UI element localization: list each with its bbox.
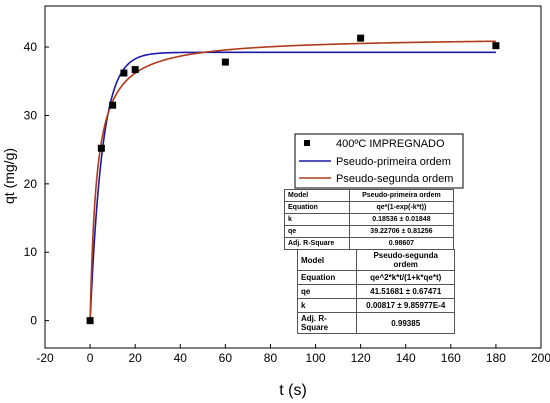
x-tick-label: 200	[531, 351, 550, 365]
y-tick-label: 10	[24, 245, 38, 259]
fit-table-key: k	[296, 298, 358, 313]
fit-table-value: Pseudo-segunda ordem	[356, 249, 455, 271]
data-point	[97, 144, 105, 152]
fit-table-pseudo-second-order: Model Pseudo-segunda ordem Equation qe^2…	[296, 249, 455, 334]
fit-table-row: Model Pseudo-segunda ordem	[296, 249, 455, 271]
x-tick-label: 60	[219, 351, 233, 365]
x-axis-ticks: -20 0 20 40 60 80 100 120 140 160 180 200	[36, 344, 550, 365]
fit-table-row: k 0.18536 ± 0.01848	[284, 213, 455, 226]
fit-table-row: Equation qe^2*k*t/(1+k*qe*t)	[296, 270, 455, 285]
x-tick-label: 40	[174, 351, 188, 365]
curve-pseudo-second-order	[89, 40, 496, 321]
y-tick-label: 20	[24, 177, 38, 191]
data-point	[492, 42, 500, 50]
data-point	[109, 101, 117, 109]
fit-table-value: qe*(1-exp(-k*t))	[348, 201, 455, 214]
data-point	[131, 66, 139, 74]
fit-table-key: k	[284, 213, 350, 226]
y-axis-ticks: 0 10 20 30 40	[24, 40, 49, 328]
x-tick-label: 100	[306, 351, 326, 365]
data-point	[357, 34, 365, 42]
data-points	[86, 34, 500, 325]
y-tick-label: 0	[30, 314, 37, 328]
x-tick-label: 180	[486, 351, 506, 365]
fit-table-value: 41.51681 ± 0.67471	[356, 284, 455, 299]
fit-table-value: 39.22706 ± 0.81256	[348, 225, 455, 238]
x-tick-label: 0	[87, 351, 94, 365]
fit-table-row: qe 39.22706 ± 0.81256	[284, 225, 455, 238]
legend-label-pfo: Pseudo-primeira ordem	[336, 156, 451, 168]
legend-marker-points	[304, 140, 310, 146]
fit-table-row: Adj. R-Square 0.98607	[284, 237, 455, 250]
x-tick-label: -20	[36, 351, 54, 365]
data-point	[221, 58, 229, 66]
x-tick-label: 160	[441, 351, 461, 365]
fit-curves	[89, 40, 496, 321]
curve-pseudo-first-order	[89, 51, 496, 321]
x-tick-label: 140	[396, 351, 416, 365]
x-tick-label: 80	[264, 351, 278, 365]
fit-table-row: Adj. R-Square 0.99385	[296, 312, 455, 334]
fit-table-value: 0.18536 ± 0.01848	[348, 213, 455, 226]
fit-table-key: qe	[284, 225, 350, 238]
fit-table-key: Adj. R-Square	[296, 312, 358, 334]
x-axis-label: t (s)	[279, 382, 307, 399]
fit-table-value: 0.99385	[356, 312, 455, 334]
x-tick-label: 20	[129, 351, 143, 365]
fit-table-key: Equation	[296, 270, 358, 285]
fit-table-pseudo-first-order: Model Pseudo-primeira ordem Equation qe*…	[284, 189, 455, 250]
plot-frame	[44, 5, 542, 349]
fit-table-key: Model	[284, 189, 350, 202]
fit-table-row: k 0.00817 ± 9.85977E-4	[296, 298, 455, 313]
data-point	[86, 317, 94, 325]
data-point	[120, 69, 128, 77]
fit-table-key: qe	[296, 284, 358, 299]
fit-table-row: qe 41.51681 ± 0.67471	[296, 284, 455, 299]
y-tick-label: 30	[24, 108, 38, 122]
x-tick-label: 120	[351, 351, 371, 365]
fit-table-value: Pseudo-primeira ordem	[348, 189, 455, 202]
fit-table-value: 0.00817 ± 9.85977E-4	[356, 298, 455, 313]
y-axis-label: qt (mg/g)	[1, 148, 17, 204]
fit-table-key: Equation	[284, 201, 350, 214]
fit-table-value: 0.98607	[348, 237, 455, 250]
y-tick-label: 40	[24, 40, 38, 54]
legend-label-pso: Pseudo-segunda ordem	[336, 173, 453, 185]
legend-label-points: 400ºC IMPREGNADO	[336, 138, 445, 150]
fit-table-value: qe^2*k*t/(1+k*qe*t)	[356, 270, 455, 285]
fit-table-row: Model Pseudo-primeira ordem	[284, 189, 455, 202]
legend: 400ºC IMPREGNADO Pseudo-primeira ordem P…	[294, 133, 464, 189]
fit-table-row: Equation qe*(1-exp(-k*t))	[284, 201, 455, 214]
fit-table-key: Adj. R-Square	[284, 237, 350, 250]
fit-table-key: Model	[296, 249, 358, 271]
